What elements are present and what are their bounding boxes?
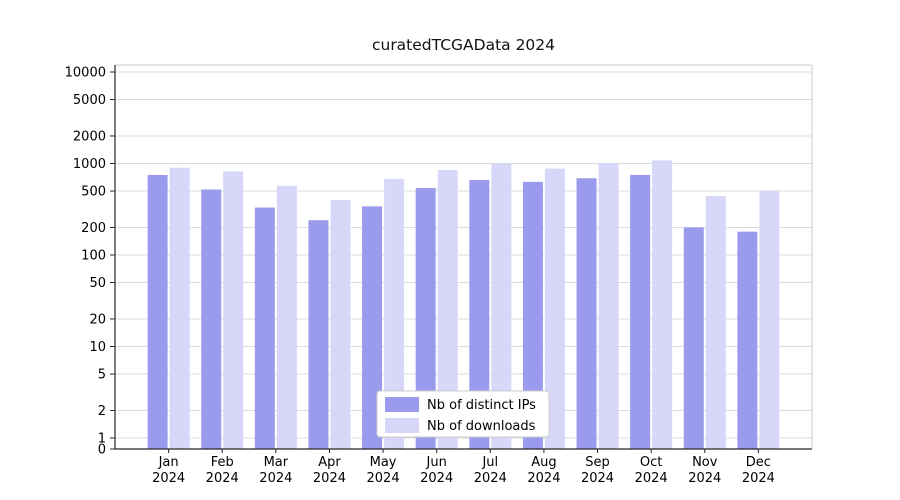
x-tick-label-year: 2024 (259, 471, 292, 486)
x-tick-label-year: 2024 (688, 471, 721, 486)
bar-downloads-may (384, 178, 405, 449)
bar-distinct-ips-aug (522, 181, 543, 449)
bar-distinct-ips-nov (683, 227, 704, 449)
legend-swatch-downloads (385, 418, 419, 433)
bar-distinct-ips-jul (469, 180, 490, 450)
bar-distinct-ips-jan (147, 174, 168, 450)
y-tick-label: 100 (81, 249, 106, 264)
legend-swatch-distinct-ips (385, 397, 419, 412)
x-tick-label-year: 2024 (367, 471, 400, 486)
y-tick-label: 5 (98, 368, 106, 383)
y-tick-label: 5000 (73, 93, 106, 108)
legend-label-distinct-ips: Nb of distinct IPs (427, 398, 536, 413)
y-tick-label: 1 (98, 432, 106, 447)
bar-downloads-dec (759, 191, 780, 449)
x-tick-label-month: Jul (481, 455, 498, 470)
y-tick-label: 20 (89, 312, 106, 327)
chart-title: curatedTCGAData 2024 (371, 36, 556, 54)
legend-box (376, 390, 550, 438)
x-tick-label-year: 2024 (420, 471, 453, 486)
bar-distinct-ips-mar (254, 207, 275, 449)
y-tick-label: 2 (98, 404, 106, 419)
x-tick-label-year: 2024 (527, 471, 560, 486)
legend-label-downloads: Nb of downloads (427, 419, 536, 434)
bar-downloads-oct (652, 160, 673, 450)
x-tick-label-year: 2024 (313, 471, 346, 486)
x-tick-label-year: 2024 (152, 471, 185, 486)
y-tick-label: 50 (89, 276, 106, 291)
y-tick-label: 2000 (73, 129, 106, 144)
bar-distinct-ips-oct (630, 174, 651, 450)
x-tick-label-month: Dec (746, 455, 771, 470)
x-tick-label-month: Jan (158, 455, 179, 470)
x-tick-label-month: Sep (585, 455, 610, 470)
bar-downloads-sep (598, 163, 619, 449)
x-tick-label-month: Nov (692, 455, 718, 470)
x-tick-label-year: 2024 (742, 471, 775, 486)
x-tick-label-month: Feb (211, 455, 234, 470)
y-tick-label: 200 (81, 221, 106, 236)
x-tick-label-year: 2024 (206, 471, 239, 486)
bar-downloads-feb (223, 171, 244, 449)
bar-downloads-jun (437, 169, 458, 449)
bar-downloads-mar (276, 185, 297, 449)
y-tick-label: 10000 (65, 66, 106, 81)
x-tick-label-year: 2024 (635, 471, 668, 486)
bar-downloads-jan (169, 167, 190, 449)
bar-downloads-apr (330, 199, 351, 449)
x-tick-label-month: Apr (318, 455, 341, 470)
bar-distinct-ips-sep (576, 178, 597, 450)
y-tick-label: 1000 (73, 157, 106, 172)
bar-downloads-jul (491, 163, 512, 449)
bar-distinct-ips-may (362, 206, 383, 449)
x-tick-label-month: Mar (264, 455, 289, 470)
bar-downloads-aug (544, 168, 565, 449)
bar-distinct-ips-apr (308, 220, 329, 449)
bar-distinct-ips-feb (201, 189, 222, 449)
x-tick-label-month: May (370, 455, 397, 470)
x-tick-label-year: 2024 (474, 471, 507, 486)
x-tick-label-month: Aug (531, 455, 556, 470)
y-tick-label: 10 (89, 340, 106, 355)
x-tick-label-year: 2024 (581, 471, 614, 486)
bar-distinct-ips-dec (737, 231, 758, 449)
x-tick-label-month: Jun (426, 455, 447, 470)
y-tick-label: 0 (98, 443, 106, 458)
bar-downloads-nov (705, 196, 726, 449)
y-tick-label: 500 (81, 185, 106, 200)
x-tick-label-month: Oct (640, 455, 662, 470)
bar-distinct-ips-jun (415, 187, 436, 450)
